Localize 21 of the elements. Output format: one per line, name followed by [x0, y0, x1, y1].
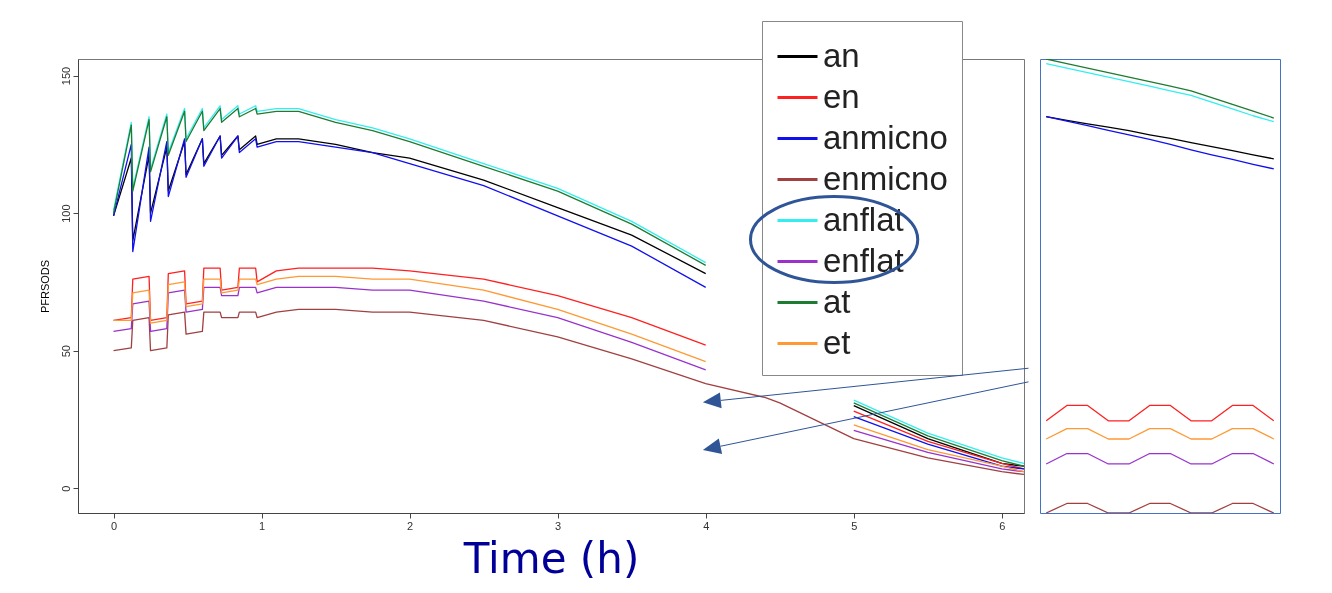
legend-label: an	[823, 36, 860, 74]
x-tick-label: 6	[999, 519, 1006, 532]
y-tick-label: 100	[59, 204, 72, 223]
x-tick-label: 4	[703, 519, 710, 532]
x-axis-title: Time (h)	[462, 533, 640, 583]
x-tick-label: 5	[851, 519, 858, 532]
legend-label: at	[823, 282, 851, 320]
legend-label: anflat	[823, 200, 904, 238]
y-axis-title: PFRSODS	[38, 259, 51, 314]
legend-label: et	[823, 323, 851, 361]
legend-label: en	[823, 77, 860, 115]
y-tick-label: 150	[59, 66, 72, 86]
x-tick-label: 1	[259, 519, 266, 532]
x-tick-label: 0	[110, 519, 118, 532]
y-tick-label: 0	[59, 485, 72, 492]
legend-label: anmicno	[823, 118, 948, 156]
x-tick-label: 3	[555, 519, 562, 532]
y-tick-label: 50	[59, 345, 72, 358]
legend-label: enmicno	[823, 159, 948, 197]
x-tick-label: 2	[407, 519, 414, 532]
legend-label: enflat	[823, 241, 904, 279]
